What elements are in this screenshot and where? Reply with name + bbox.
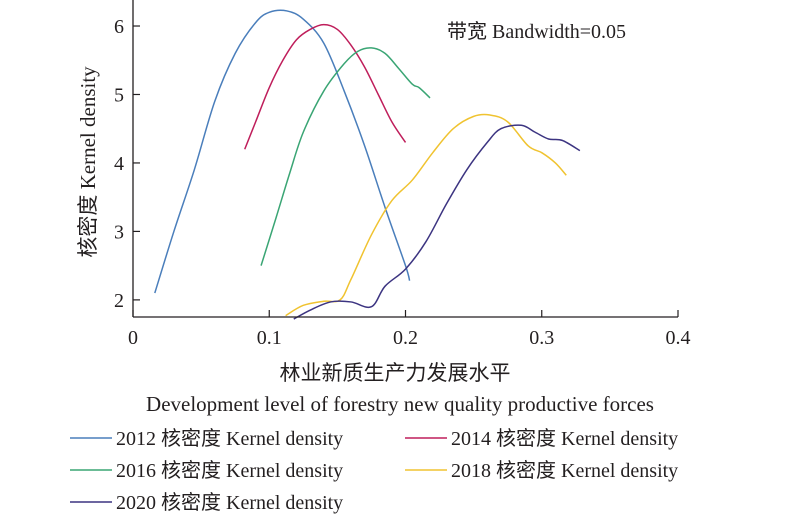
y-tick-label: 4 xyxy=(114,153,124,175)
legend-label-2018: 2018 核密度 Kernel density xyxy=(451,459,678,482)
y-tick-label: 6 xyxy=(114,16,124,38)
ticks: 0 0.1 0.2 0.3 0.4 2 3 4 5 6 xyxy=(114,16,691,349)
bandwidth-annotation: 带宽 Bandwidth=0.05 xyxy=(447,20,626,43)
series-line-2018 xyxy=(285,113,567,317)
series-line-2020 xyxy=(293,124,581,320)
x-tick-label: 0.2 xyxy=(393,327,418,349)
legend-item-2014: 2014 核密度 Kernel density xyxy=(405,427,678,450)
y-tick-label: 2 xyxy=(114,290,124,312)
legend-item-2018: 2018 核密度 Kernel density xyxy=(405,459,678,482)
y-tick-label: 5 xyxy=(114,84,124,106)
y-axis-title: 核密度 Kernel density xyxy=(76,66,100,258)
legend-item-2020: 2020 核密度 Kernel density xyxy=(70,491,343,514)
x-tick-label: 0.4 xyxy=(666,327,691,349)
y-tick-label: 3 xyxy=(114,221,124,243)
x-axis-title-cn: 林业新质生产力发展水平 xyxy=(280,361,511,385)
series-line-2012 xyxy=(154,9,411,294)
x-tick-label: 0.3 xyxy=(529,327,554,349)
legend-item-2012: 2012 核密度 Kernel density xyxy=(70,427,343,450)
legend-label-2016: 2016 核密度 Kernel density xyxy=(116,459,343,482)
legend-label-2014: 2014 核密度 Kernel density xyxy=(451,427,678,450)
legend: 2012 核密度 Kernel density 2014 核密度 Kernel … xyxy=(70,427,678,514)
legend-item-2016: 2016 核密度 Kernel density xyxy=(70,459,343,482)
x-tick-label: 0 xyxy=(128,327,138,349)
series-line-2016 xyxy=(260,47,431,266)
x-tick-label: 0.1 xyxy=(257,327,282,349)
legend-label-2012: 2012 核密度 Kernel density xyxy=(116,427,343,450)
series-line-2014 xyxy=(244,23,407,150)
plot-lines xyxy=(154,9,581,320)
x-axis-title-en: Development level of forestry new qualit… xyxy=(146,392,654,416)
legend-label-2020: 2020 核密度 Kernel density xyxy=(116,491,343,514)
